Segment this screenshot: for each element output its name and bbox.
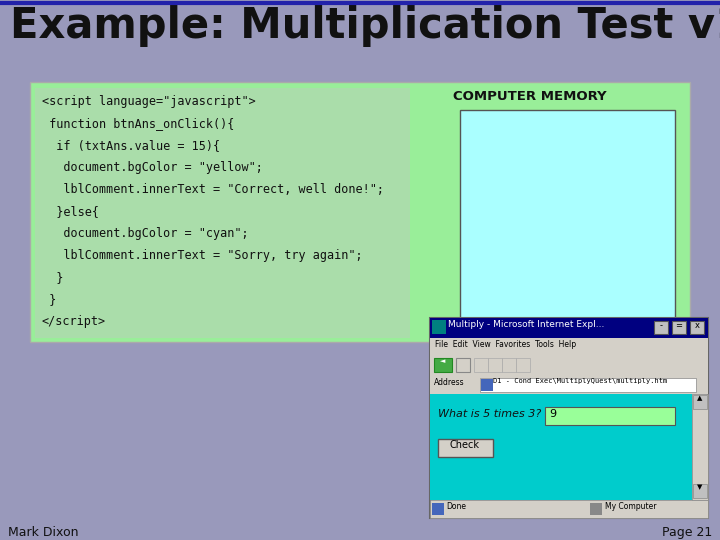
Text: File  Edit  View  Favorites  Tools  Help: File Edit View Favorites Tools Help xyxy=(435,340,576,349)
FancyBboxPatch shape xyxy=(430,354,708,376)
FancyBboxPatch shape xyxy=(474,358,488,372)
FancyBboxPatch shape xyxy=(654,321,668,334)
FancyBboxPatch shape xyxy=(488,358,502,372)
Text: function btnAns_onClick(){: function btnAns_onClick(){ xyxy=(42,117,235,130)
FancyBboxPatch shape xyxy=(432,503,444,515)
Text: }: } xyxy=(42,293,56,306)
FancyBboxPatch shape xyxy=(432,320,446,334)
FancyBboxPatch shape xyxy=(692,394,708,500)
FancyBboxPatch shape xyxy=(430,394,692,500)
FancyBboxPatch shape xyxy=(35,88,410,338)
Text: ▲: ▲ xyxy=(697,395,703,401)
FancyBboxPatch shape xyxy=(690,321,704,334)
FancyBboxPatch shape xyxy=(672,321,686,334)
Text: 9: 9 xyxy=(549,409,556,419)
FancyBboxPatch shape xyxy=(693,395,707,409)
Text: ◄: ◄ xyxy=(441,358,446,364)
FancyBboxPatch shape xyxy=(430,318,708,518)
FancyBboxPatch shape xyxy=(438,439,493,457)
Text: </script>: </script> xyxy=(42,315,106,328)
FancyBboxPatch shape xyxy=(430,376,708,394)
Text: document.bgColor = "cyan";: document.bgColor = "cyan"; xyxy=(42,227,248,240)
Text: D1 - Cond Exec\MultiplyQuest\multiply.htm: D1 - Cond Exec\MultiplyQuest\multiply.ht… xyxy=(493,378,667,384)
Text: COMPUTER MEMORY: COMPUTER MEMORY xyxy=(453,90,607,103)
FancyBboxPatch shape xyxy=(430,500,708,518)
FancyBboxPatch shape xyxy=(434,358,452,372)
FancyBboxPatch shape xyxy=(481,379,493,391)
Text: Example: Multiplication Test v1: Example: Multiplication Test v1 xyxy=(10,5,720,47)
FancyBboxPatch shape xyxy=(430,318,708,338)
Text: Done: Done xyxy=(446,502,466,511)
Text: What is 5 times 3?: What is 5 times 3? xyxy=(438,409,541,419)
FancyBboxPatch shape xyxy=(456,358,470,372)
Text: x: x xyxy=(695,321,700,330)
Text: lblComment.innerText = "Correct, well done!";: lblComment.innerText = "Correct, well do… xyxy=(42,183,384,196)
Text: Check: Check xyxy=(450,440,480,450)
Text: Page 21: Page 21 xyxy=(662,526,712,539)
Text: Mark Dixon: Mark Dixon xyxy=(8,526,78,539)
FancyBboxPatch shape xyxy=(516,358,530,372)
FancyBboxPatch shape xyxy=(30,82,690,342)
Text: Multiply - Microsoft Internet Expl...: Multiply - Microsoft Internet Expl... xyxy=(448,320,604,329)
Text: }: } xyxy=(42,271,63,284)
FancyBboxPatch shape xyxy=(545,407,675,425)
FancyBboxPatch shape xyxy=(502,358,516,372)
FancyBboxPatch shape xyxy=(590,503,602,515)
Text: ▼: ▼ xyxy=(697,484,703,490)
Text: if (txtAns.value = 15){: if (txtAns.value = 15){ xyxy=(42,139,220,152)
Text: =: = xyxy=(675,321,683,330)
Text: -: - xyxy=(660,321,662,330)
FancyBboxPatch shape xyxy=(460,110,675,325)
Text: My Computer: My Computer xyxy=(605,502,657,511)
Text: Address: Address xyxy=(434,378,464,387)
Text: lblComment.innerText = "Sorry, try again";: lblComment.innerText = "Sorry, try again… xyxy=(42,249,363,262)
Text: }else{: }else{ xyxy=(42,205,99,218)
Text: document.bgColor = "yellow";: document.bgColor = "yellow"; xyxy=(42,161,263,174)
FancyBboxPatch shape xyxy=(480,378,696,392)
Text: <script language="javascript">: <script language="javascript"> xyxy=(42,95,256,108)
FancyBboxPatch shape xyxy=(430,338,708,354)
FancyBboxPatch shape xyxy=(693,484,707,498)
